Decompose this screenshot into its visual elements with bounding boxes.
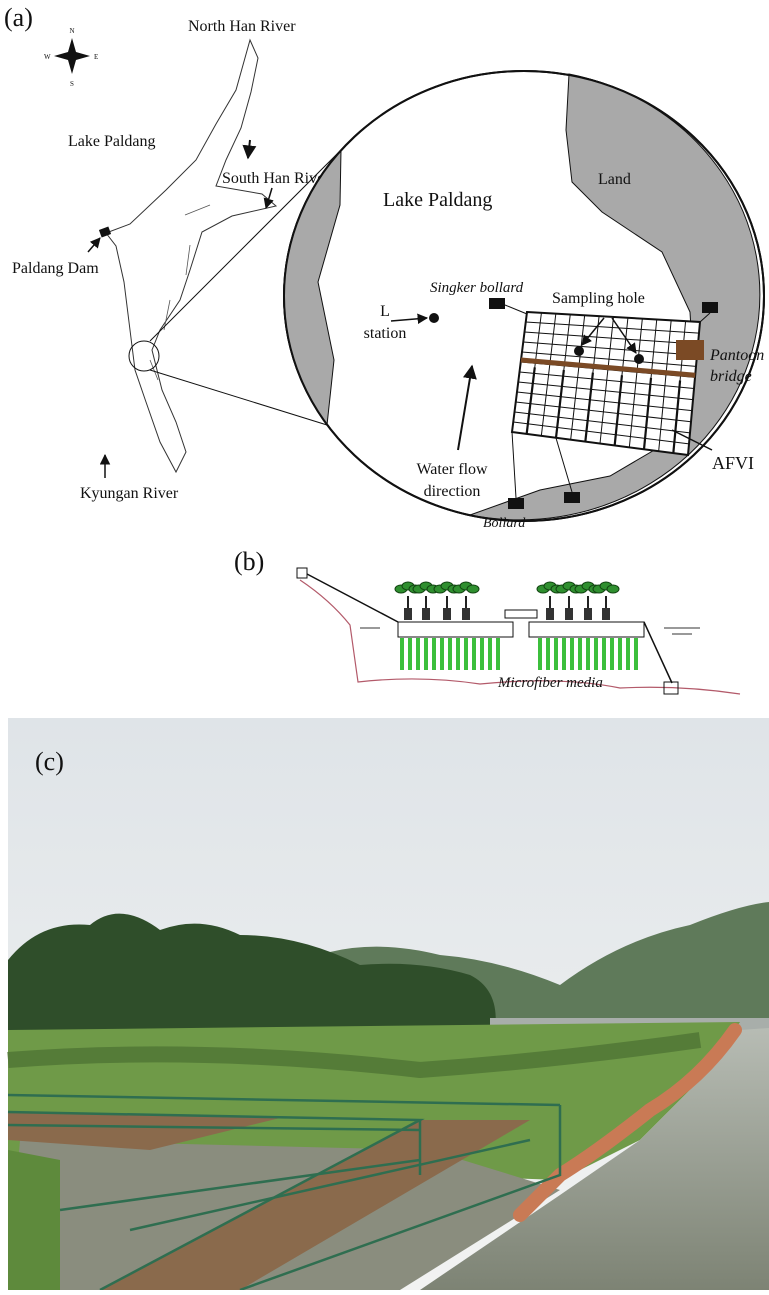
compass: N S E W [44,27,98,88]
panel-label: (a) [4,3,33,32]
map-label: Kyungan River [80,485,179,502]
map-label: Paldang Dam [12,260,99,277]
plant-pot [462,608,470,620]
plant-pot [602,608,610,620]
panel-a: (a) N S E W North Han River Lake Paldang… [4,3,764,531]
compass-n: N [69,27,74,35]
inset-label: AFVI [712,453,754,473]
panel-label: (b) [234,547,264,576]
annotation: Microfiber media [497,675,603,691]
plant-pot [565,608,573,620]
panel-c-photo: (c) [8,718,769,1290]
panel-label: (c) [35,747,64,776]
plant-pot [443,608,451,620]
compass-s: S [70,80,74,88]
plant-pot [546,608,554,620]
inset-label: Land [598,171,631,188]
inset-label: Singker bollard [430,280,524,296]
plant-pot [584,608,592,620]
afvi-grid [512,312,700,455]
map-label: Lake Paldang [68,133,156,150]
inset-label: Sampling hole [552,290,645,307]
compass-e: E [94,53,98,61]
inset-label: Bollard [483,516,526,531]
plant-leaf [467,585,479,593]
lake-outline [106,40,276,472]
plant-pot [404,608,412,620]
map-label: South Han River [222,170,330,187]
figure: (a) N S E W North Han River Lake Paldang… [0,0,769,1290]
plant-leaf [607,585,619,593]
inset-label: Lake Paldang [383,189,492,211]
inset: Lake Paldang Land Singker bollard Sampli… [284,71,765,531]
panel-b: (b) Microfiber media [234,547,740,694]
page: {"panel_a":{"label":"(a)","compass":{"n"… [0,0,769,1290]
plant-pot [422,608,430,620]
compass-w: W [44,53,51,61]
map-label: North Han River [188,18,296,35]
